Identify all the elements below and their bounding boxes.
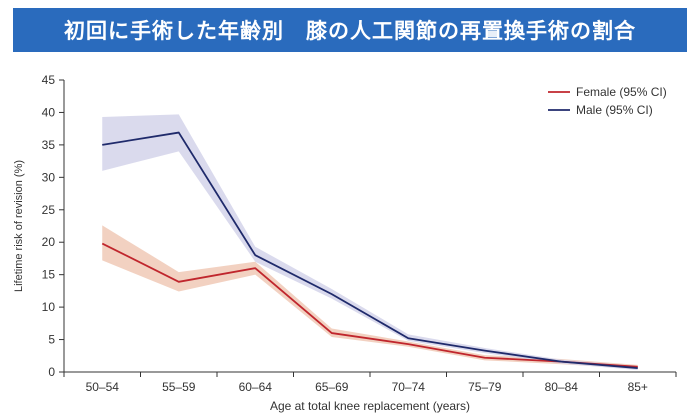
y-tick-label: 25 [42,203,56,217]
male-legend-label: Male (95% CI) [576,103,653,117]
male-series-line [102,131,638,370]
x-tick-label: 70–74 [392,380,426,394]
axes: 0 5 10 15 20 25 30 35 40 45 50–54 55–59 60–64 65–69 70… [42,73,677,394]
y-tick-label: 30 [42,170,56,184]
y-axis-title: Lifetime risk of revision (%) [13,160,25,292]
female-ci-band [102,225,638,369]
male-ci-band [102,114,638,371]
x-tick-label: 80–84 [545,380,579,394]
title-banner: 初回に手術した年齢別 膝の人工関節の再置換手術の割合 [13,8,687,52]
confidence-bands [102,114,638,371]
series-lines [101,131,638,370]
y-tick-label: 15 [42,268,56,282]
x-tick-label: 50–54 [86,380,120,394]
x-axis-title: Age at total knee replacement (years) [270,399,470,413]
x-tick-label: 65–69 [315,380,349,394]
x-tick-label: 55–59 [162,380,196,394]
legend: Female (95% CI) Male (95% CI) [548,85,667,117]
page-title: 初回に手術した年齢別 膝の人工関節の再置換手術の割合 [64,19,636,43]
y-tick-label: 10 [42,300,56,314]
y-tick-label: 35 [42,138,56,152]
x-tick-label: 85+ [628,380,648,394]
x-tick-label: 60–64 [239,380,273,394]
x-tick-label: 75–79 [468,380,502,394]
y-tick-label: 45 [42,73,56,87]
female-legend-label: Female (95% CI) [576,85,667,99]
y-tick-label: 5 [48,333,55,347]
y-tick-label: 20 [42,235,56,249]
female-series-line [101,242,638,368]
y-tick-label: 40 [42,105,56,119]
y-tick-label: 0 [48,365,55,379]
